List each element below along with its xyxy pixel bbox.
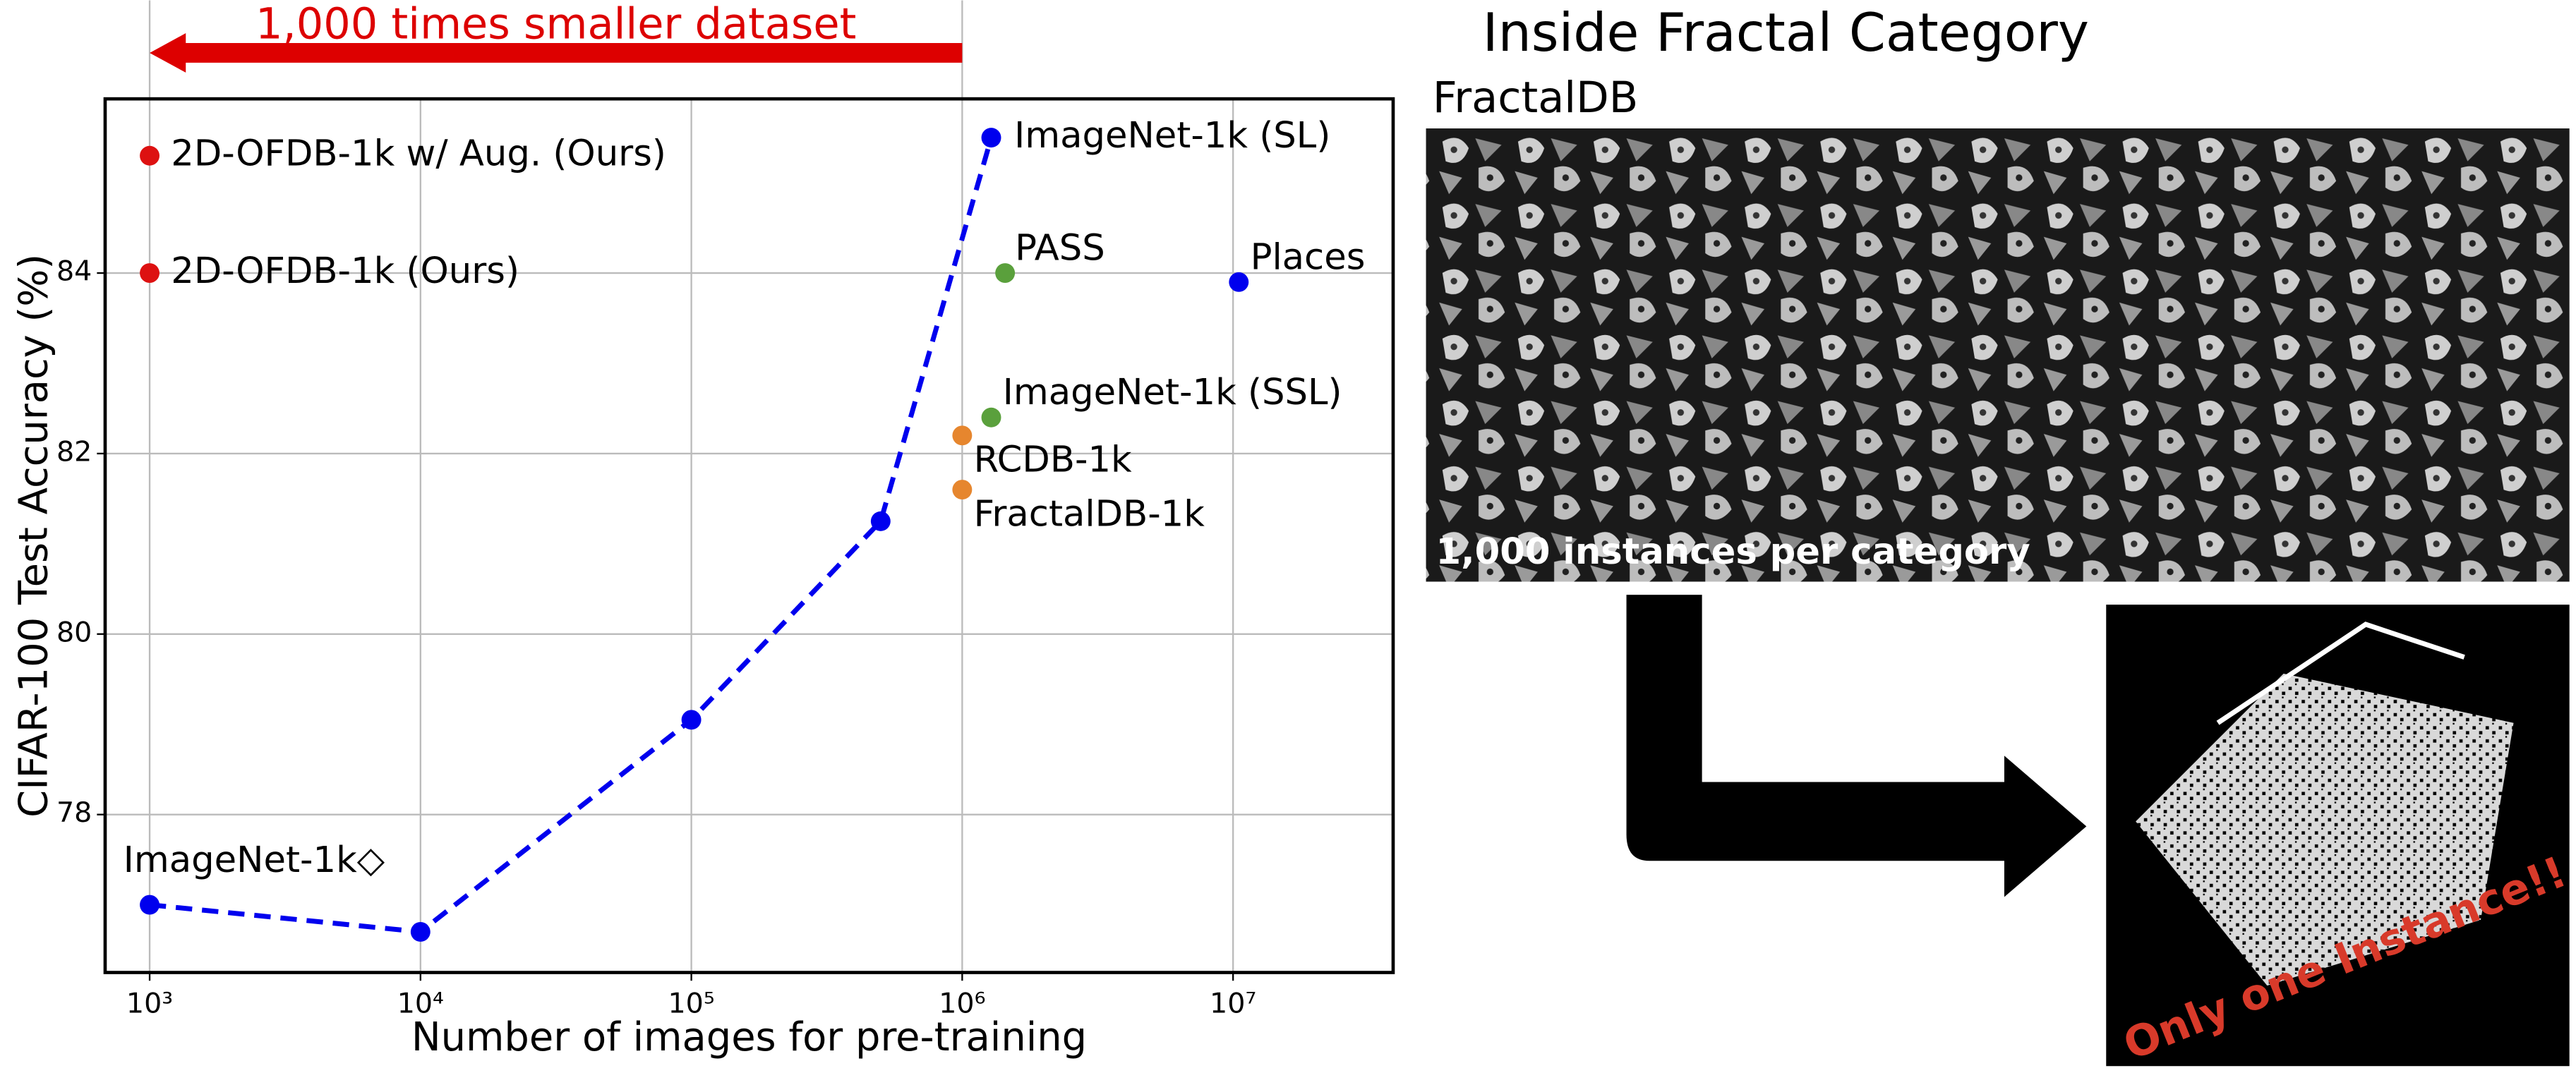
fractal-strand xyxy=(2216,622,2465,725)
y-tick-label: 82 xyxy=(56,435,92,468)
panel-caption: 1,000 instances per category xyxy=(1436,531,2030,573)
fractal-instance xyxy=(2136,673,2514,986)
line-point xyxy=(410,921,431,942)
point-label: 2D-OFDB-1k (Ours) xyxy=(171,250,519,292)
panel-label: FractalDB xyxy=(1433,73,1638,123)
point-label: PASS xyxy=(1015,226,1105,269)
plot: 78 80 82 84 10³ 10⁴ 10⁵ 10⁶ 10⁷ Number of images … xyxy=(11,0,1395,1060)
x-axis-label: Number of images for pre-training xyxy=(411,1014,1087,1060)
x-tick-label: 10⁴ xyxy=(397,988,444,1020)
y-tick-label: 84 xyxy=(56,255,92,288)
scatter-point xyxy=(981,407,1001,428)
annotation-arrow xyxy=(150,33,963,73)
point-label: RCDB-1k xyxy=(974,439,1132,481)
scatter-point xyxy=(952,480,973,500)
point-label: FractalDB-1k xyxy=(974,492,1205,535)
point-label: Places xyxy=(1251,236,1366,278)
x-tick-label: 10⁷ xyxy=(1210,988,1256,1020)
line-point xyxy=(681,710,702,730)
plot-frame xyxy=(103,97,1395,974)
fractal-grid xyxy=(1426,128,2570,582)
scatter-point xyxy=(140,263,160,284)
y-tick-label: 80 xyxy=(56,616,92,648)
scatter-point xyxy=(995,263,1016,284)
line-point xyxy=(981,128,1001,148)
x-tick-label: 10⁵ xyxy=(668,988,714,1020)
flow-arrow xyxy=(1626,595,2087,897)
y-axis-label: CIFAR-100 Test Accuracy (%) xyxy=(11,254,56,818)
scatter-point xyxy=(1229,272,1249,292)
diagram-title: Inside Fractal Category xyxy=(1483,2,2089,63)
y-tick-label: 78 xyxy=(56,796,92,829)
point-label: 2D-OFDB-1k w/ Aug. (Ours) xyxy=(171,133,666,175)
x-tick-label: 10³ xyxy=(126,988,173,1020)
scatter-point xyxy=(140,145,160,166)
line-point xyxy=(870,511,891,531)
point-label: ImageNet-1k◇ xyxy=(124,839,385,881)
scatter-point xyxy=(952,425,973,446)
line-point xyxy=(140,895,160,915)
point-label: ImageNet-1k (SL) xyxy=(1014,114,1330,157)
point-label: ImageNet-1k (SSL) xyxy=(1003,371,1342,413)
annotation-text: 1,000 times smaller dataset xyxy=(255,0,856,49)
x-tick-label: 10⁶ xyxy=(939,988,985,1020)
diagram: Inside Fractal Category FractalDB 1,000 … xyxy=(1426,2,2573,1070)
